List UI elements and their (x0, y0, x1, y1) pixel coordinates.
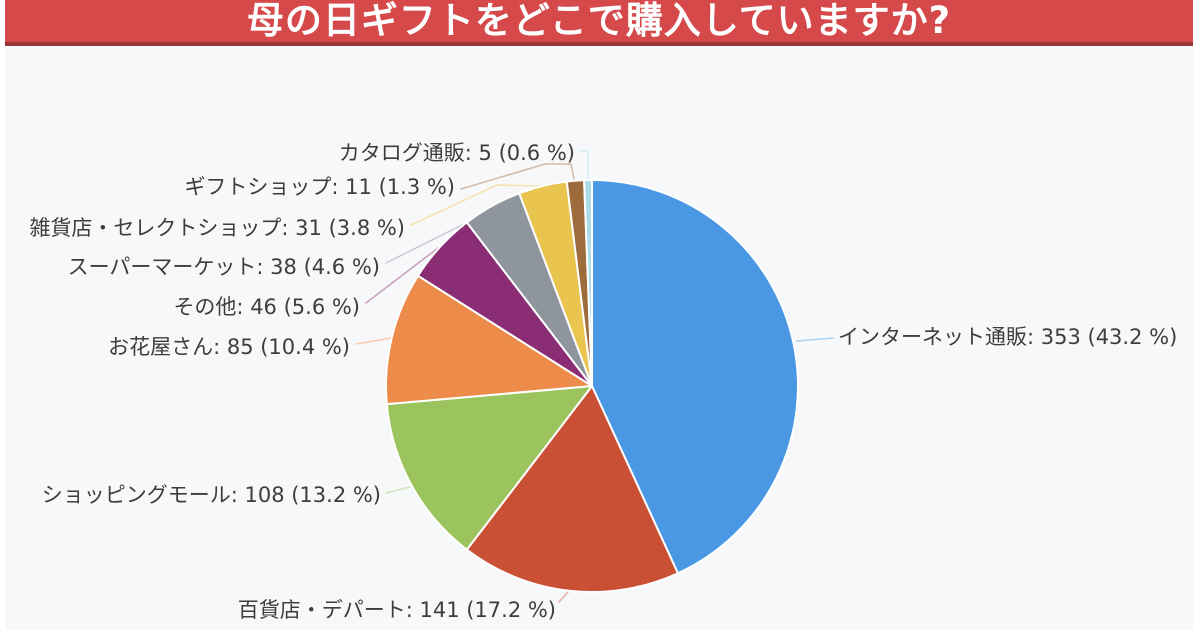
leader-line-florist (355, 337, 392, 345)
pie-label-department-store: 百貨店・デパート: 141 (17.2 %) (237, 598, 556, 622)
pie-label-shopping-mall: ショッピングモール: 108 (13.2 %) (41, 483, 381, 507)
pie-label-catalog-mail-order: カタログ通販: 5 (0.6 %) (338, 141, 575, 165)
pie-label-select-shop: 雑貨店・セレクトショップ: 31 (3.8 %) (29, 216, 405, 240)
pie-slice-shopping-mall (385, 385, 593, 551)
pie-label-gift-shop: ギフトショップ: 11 (1.3 %) (184, 175, 455, 199)
leader-line-internet-mail-order (796, 337, 834, 342)
pie-label-internet-mail-order: インターネット通販: 353 (43.2 %) (838, 325, 1178, 349)
pie-slice-catalog-mail-order (583, 178, 593, 387)
leader-line-select-shop (410, 184, 541, 226)
page-title: 母の日ギフトをどこで購入していますか? (246, 0, 952, 42)
leader-line-gift-shop (460, 163, 575, 190)
pie-slice-department-store (465, 385, 679, 593)
title-banner: 母の日ギフトをどこで購入していますか? (5, 0, 1193, 46)
leader-line-shopping-mall (385, 486, 411, 494)
pie-label-other: その他: 46 (5.6 %) (173, 295, 360, 319)
leader-line-department-store (558, 591, 569, 603)
leader-line-supermarket (385, 220, 471, 264)
pie-slice-florist (385, 274, 593, 406)
leader-line-other (365, 247, 439, 304)
pie-label-florist: お花屋さん: 85 (10.4 %) (108, 335, 350, 359)
pie-label-supermarket: スーパーマーケット: 38 (4.6 %) (67, 255, 380, 279)
pie-slice-internet-mail-order (591, 179, 799, 575)
leader-line-catalog-mail-order (579, 150, 589, 179)
